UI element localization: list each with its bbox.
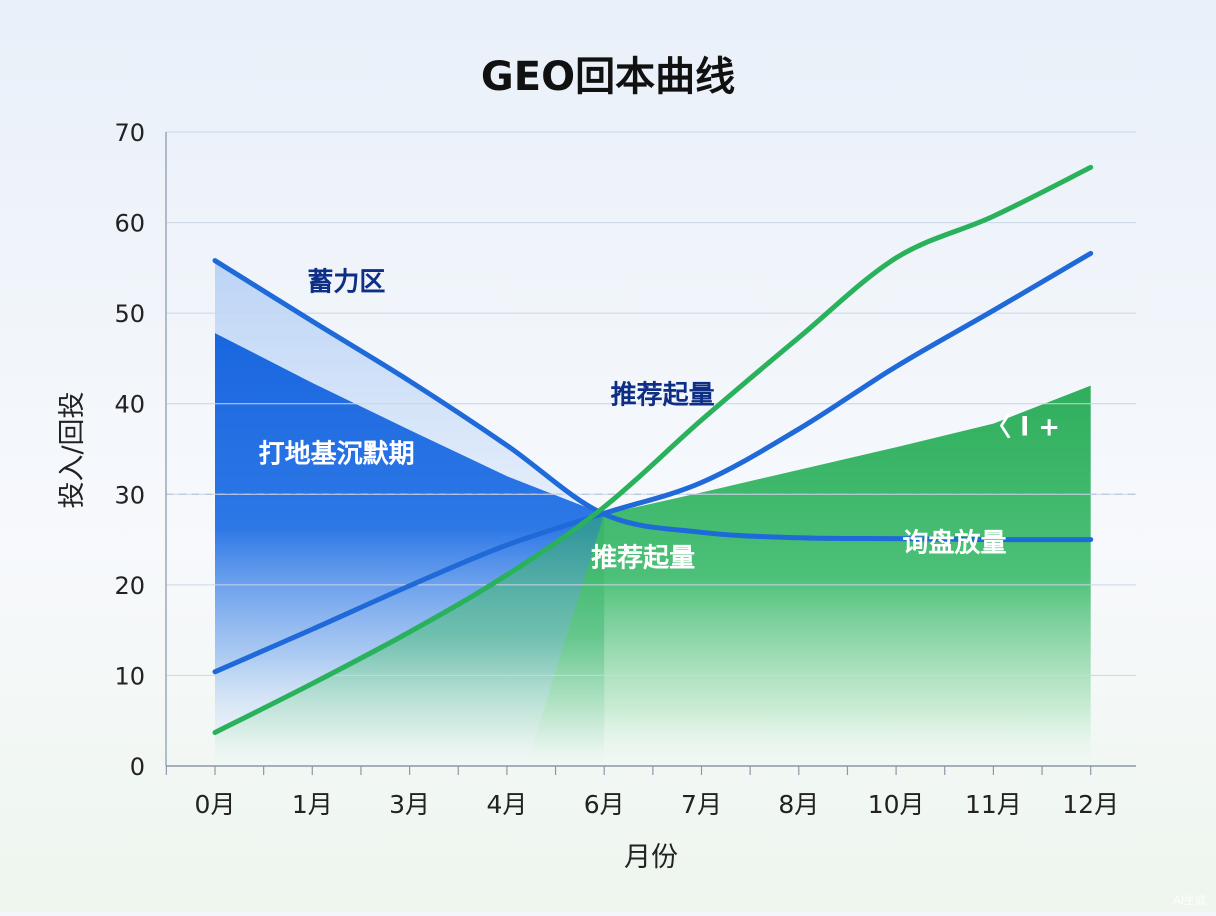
annotation-label: 推荐起量 — [611, 381, 715, 411]
watermark: AI生成 — [1173, 894, 1206, 907]
x-tick-label: 11月 — [965, 790, 1022, 819]
x-tick-label: 1月 — [292, 790, 333, 819]
x-tick-label: 10月 — [868, 790, 925, 819]
annotation-label: 蓄力区 — [307, 268, 385, 298]
annotation-label: 打地基沉默期 — [259, 440, 415, 470]
area-green — [526, 385, 1091, 766]
y-tick-label: 50 — [114, 300, 145, 328]
x-tick-label: 12月 — [1062, 790, 1119, 819]
annotation-label: 〈 l + — [985, 412, 1060, 442]
lines-layer — [212, 164, 1094, 735]
y-tick-label: 60 — [114, 210, 145, 238]
y-tick-label: 30 — [114, 481, 145, 509]
annotation-label: 推荐起量 — [591, 544, 695, 574]
y-axis-label: 投入/回投 — [57, 391, 88, 508]
x-axis-label: 月份 — [624, 842, 678, 873]
y-tick-label: 40 — [114, 391, 145, 419]
x-tick-label: 7月 — [681, 790, 722, 819]
y-tick-label: 20 — [114, 572, 145, 600]
line-green-ascending — [212, 164, 1094, 735]
x-tick-label: 4月 — [486, 790, 527, 819]
x-tick-label: 8月 — [778, 790, 819, 819]
line-blue-ascending — [212, 250, 1094, 675]
area-green-lower — [215, 506, 605, 766]
y-tick-label: 10 — [114, 662, 145, 690]
x-tick-label: 6月 — [584, 790, 625, 819]
chart-title: GEO回本曲线 — [481, 54, 735, 100]
y-tick-label: 70 — [114, 119, 145, 147]
annotation-label: 询盘放量 — [902, 527, 1006, 558]
y-tick-label: 0 — [130, 753, 145, 781]
axes-layer: 0 10 20 30 40 50 60 70 0月 1月 3月 4月 6月 7月 8月 10月 11月 12月月份… — [57, 119, 1136, 873]
x-tick-label: 0月 — [195, 790, 236, 819]
area-layer — [215, 260, 1091, 766]
line-blue-descending — [212, 258, 1094, 543]
x-tick-label: 3月 — [389, 790, 430, 819]
